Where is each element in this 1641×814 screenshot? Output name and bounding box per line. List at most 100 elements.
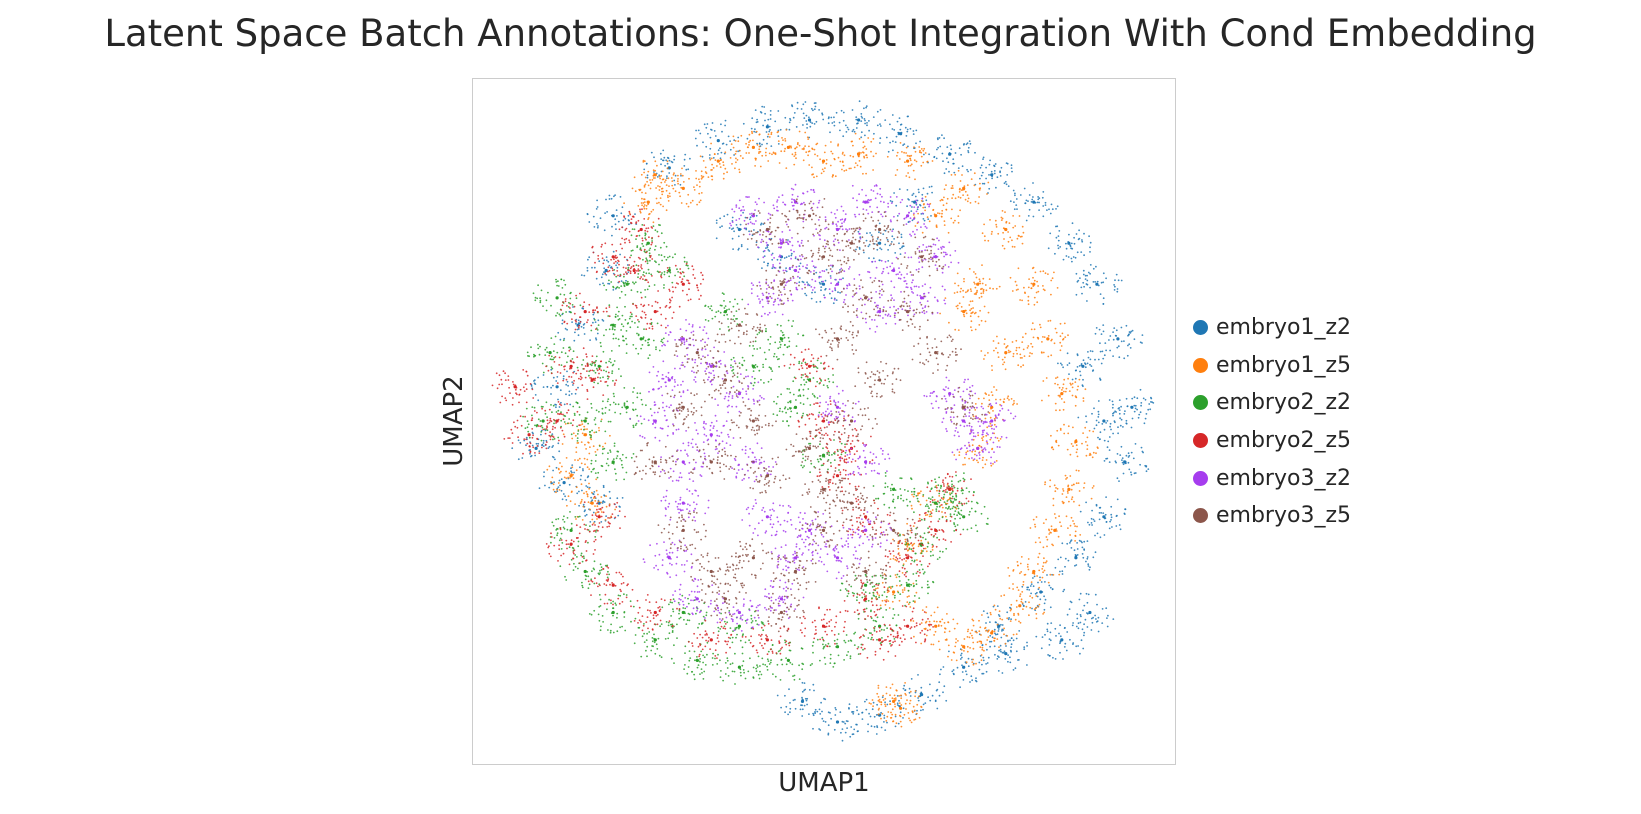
data-point: [927, 482, 929, 485]
data-point: [871, 636, 873, 639]
data-point: [584, 578, 587, 581]
data-point: [684, 612, 686, 615]
data-point: [990, 640, 993, 643]
data-point: [837, 156, 840, 159]
data-point: [1116, 346, 1119, 349]
data-point: [649, 187, 652, 190]
data-point: [569, 500, 572, 503]
data-point: [580, 419, 583, 422]
data-point: [767, 262, 769, 265]
data-point: [726, 667, 729, 669]
data-point: [822, 646, 825, 648]
data-point: [661, 341, 664, 344]
data-point: [655, 346, 657, 348]
data-point: [959, 196, 962, 199]
data-point: [651, 645, 653, 647]
data-point: [568, 394, 571, 397]
data-point: [1090, 617, 1093, 620]
data-point: [517, 439, 520, 442]
data-point: [1021, 357, 1023, 359]
data-point: [581, 586, 584, 589]
data-point: [1083, 232, 1085, 235]
data-point: [785, 657, 787, 659]
data-point: [570, 433, 573, 436]
data-point: [907, 145, 909, 148]
data-point: [997, 626, 999, 629]
data-point: [1121, 459, 1123, 461]
data-point: [915, 495, 918, 497]
data-point: [985, 643, 987, 646]
data-point: [1058, 386, 1061, 389]
data-point: [1116, 288, 1119, 290]
data-point: [662, 159, 665, 162]
data-point: [1076, 554, 1079, 556]
data-point: [981, 459, 984, 461]
data-point: [908, 583, 910, 585]
data-point: [609, 629, 612, 632]
data-point: [596, 206, 599, 208]
data-point: [892, 493, 894, 496]
data-point: [1038, 586, 1041, 589]
data-point: [1019, 194, 1022, 196]
data-point: [537, 343, 539, 346]
data-point: [683, 158, 686, 161]
data-point: [587, 501, 590, 504]
data-point: [563, 476, 566, 479]
data-point: [1011, 290, 1014, 292]
data-point: [990, 233, 993, 235]
data-point: [1063, 322, 1066, 325]
data-point: [642, 337, 644, 340]
data-point: [646, 645, 649, 648]
data-point: [1100, 333, 1103, 335]
data-point: [903, 713, 906, 716]
data-point: [575, 486, 578, 489]
data-point: [734, 153, 737, 155]
data-point: [953, 497, 956, 500]
data-point: [999, 398, 1002, 401]
data-point: [603, 284, 605, 287]
data-point: [842, 721, 845, 723]
data-point: [1054, 252, 1056, 255]
data-point: [774, 153, 777, 156]
data-point: [957, 284, 960, 287]
data-point: [648, 249, 651, 252]
data-point: [889, 123, 891, 126]
data-point: [801, 466, 804, 469]
data-point: [1075, 369, 1077, 372]
data-point: [803, 465, 805, 467]
data-point: [820, 380, 823, 382]
data-point: [758, 677, 761, 680]
data-point: [623, 616, 626, 618]
data-point: [865, 148, 868, 150]
data-point: [938, 492, 941, 495]
data-point: [555, 529, 558, 531]
data-point: [969, 647, 971, 649]
data-point: [889, 558, 892, 560]
data-point: [782, 420, 784, 422]
data-point: [924, 547, 927, 550]
data-point: [1023, 187, 1026, 190]
data-point: [756, 365, 759, 368]
data-point: [1130, 426, 1133, 429]
data-point: [1036, 595, 1039, 598]
data-point: [636, 396, 639, 399]
data-point: [1045, 560, 1048, 562]
data-point: [594, 321, 597, 323]
data-point: [1039, 541, 1042, 544]
data-point: [991, 177, 993, 180]
data-point: [974, 409, 977, 411]
data-point: [571, 304, 574, 306]
data-point: [1033, 303, 1036, 306]
data-point: [1049, 606, 1052, 609]
data-point: [1147, 408, 1150, 411]
data-point: [914, 691, 917, 694]
data-point: [984, 417, 987, 420]
data-point: [1023, 286, 1025, 289]
data-point: [786, 387, 789, 390]
data-point: [822, 720, 825, 722]
data-point: [892, 538, 894, 541]
data-point: [973, 172, 976, 175]
data-point: [886, 627, 888, 630]
data-point: [613, 395, 615, 398]
data-point: [877, 684, 880, 687]
